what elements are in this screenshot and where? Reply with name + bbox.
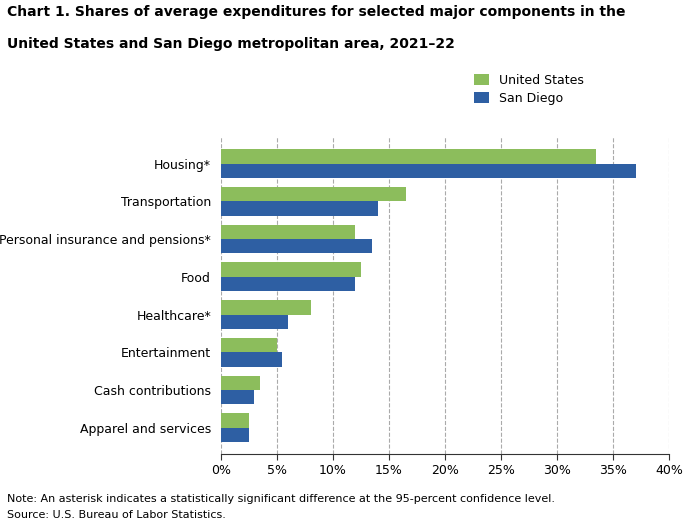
Text: Chart 1. Shares of average expenditures for selected major components in the: Chart 1. Shares of average expenditures … xyxy=(7,5,625,20)
Text: Note: An asterisk indicates a statistically significant difference at the 95-per: Note: An asterisk indicates a statistica… xyxy=(7,494,555,504)
Bar xyxy=(221,277,355,291)
Bar xyxy=(221,300,310,315)
Bar xyxy=(221,338,277,352)
Bar xyxy=(221,413,249,428)
Bar xyxy=(221,149,596,164)
Legend: United States, San Diego: United States, San Diego xyxy=(474,74,584,105)
Bar xyxy=(221,428,249,442)
Bar xyxy=(221,352,282,366)
Bar xyxy=(221,239,372,253)
Bar xyxy=(221,164,635,178)
Bar xyxy=(221,225,355,239)
Bar xyxy=(221,390,255,404)
Bar xyxy=(221,375,260,390)
Bar xyxy=(221,315,288,329)
Bar xyxy=(221,201,378,216)
Bar xyxy=(221,262,361,277)
Text: United States and San Diego metropolitan area, 2021–22: United States and San Diego metropolitan… xyxy=(7,37,455,51)
Text: Source: U.S. Bureau of Labor Statistics.: Source: U.S. Bureau of Labor Statistics. xyxy=(7,510,226,520)
Bar xyxy=(221,187,406,201)
